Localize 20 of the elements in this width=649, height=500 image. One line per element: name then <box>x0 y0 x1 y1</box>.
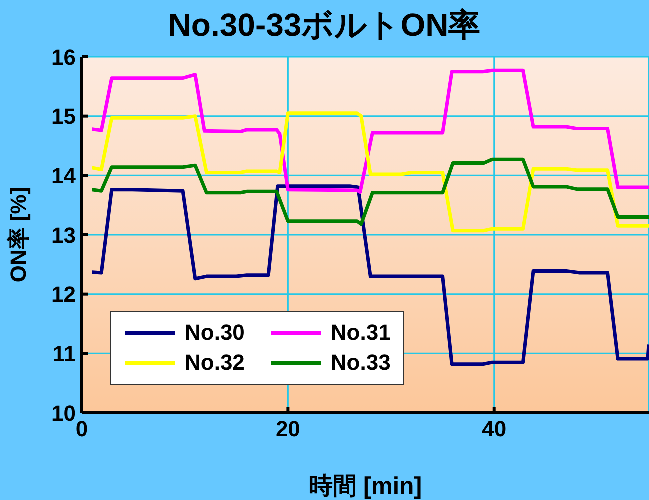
y-tick-label: 16 <box>52 44 76 70</box>
x-tick-label: 0 <box>76 416 88 442</box>
y-tick-label: 13 <box>52 222 76 248</box>
legend-label: No.31 <box>330 320 391 346</box>
x-tick-label: 20 <box>276 416 300 442</box>
legend-label: No.33 <box>330 350 391 376</box>
y-axis-title: ON率 [%] <box>6 187 31 283</box>
y-tick-label: 12 <box>52 282 76 308</box>
y-tick-label: 10 <box>52 400 76 426</box>
y-tick-label: 15 <box>52 104 76 130</box>
x-tick-label: 40 <box>482 416 507 442</box>
x-axis-title: 時間 [min] <box>308 473 422 500</box>
legend-label: No.32 <box>185 350 245 376</box>
legend-label: No.30 <box>185 320 245 346</box>
line-series <box>90 68 649 194</box>
chart-title: No.30-33ボルトON率 <box>168 7 481 43</box>
y-tick-label: 14 <box>52 163 77 188</box>
y-tick-label: 11 <box>52 341 76 366</box>
line-series <box>90 158 649 226</box>
line-series <box>90 112 649 233</box>
